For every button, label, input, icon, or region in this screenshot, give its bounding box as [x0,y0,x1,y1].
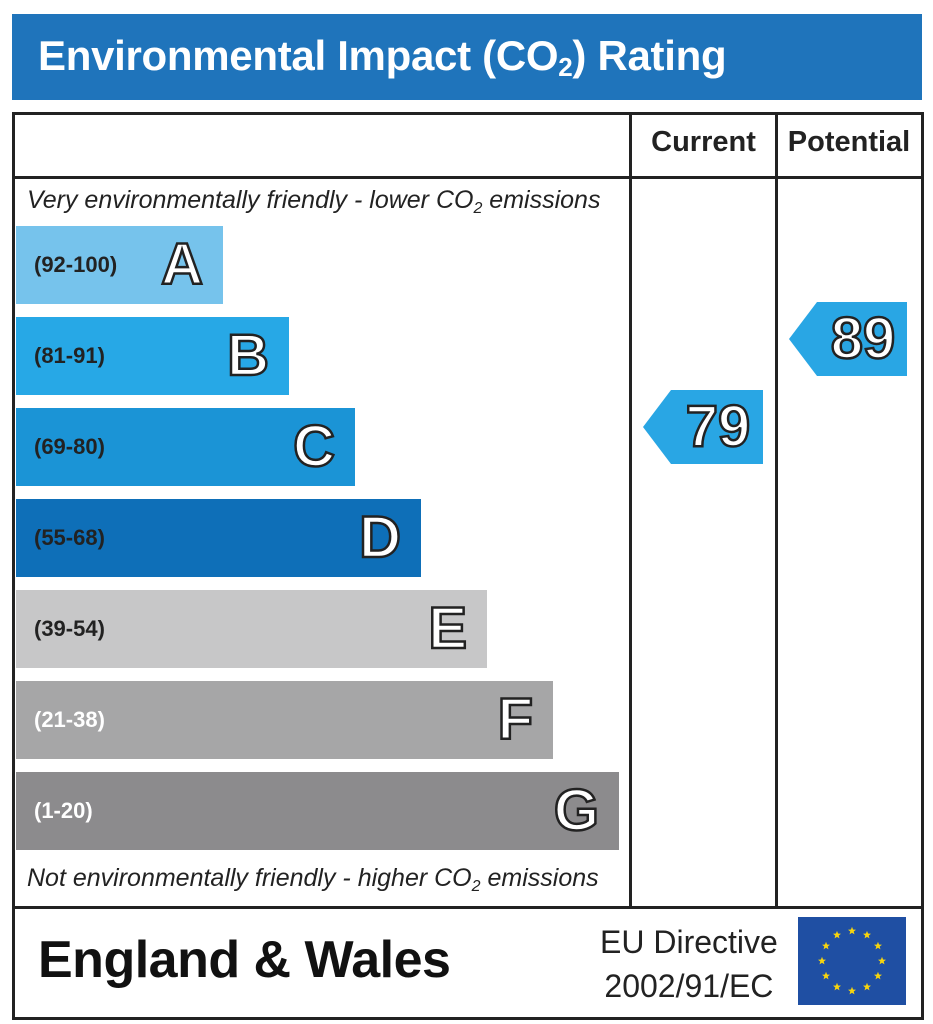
top-note: Very environmentally friendly - lower CO… [27,186,601,217]
band-letter: D [358,504,402,572]
current-arrow-shape [643,390,763,464]
eu-flag-icon [798,917,906,1005]
potential-rating-arrow: 89 [789,302,907,376]
band-letter: G [553,777,601,845]
eu-star [848,986,856,995]
eu-star [873,971,882,980]
band-letter: E [427,595,468,663]
current-rating-arrow: 79 [643,390,763,464]
band-b: (81-91) B [16,317,289,395]
band-range-label: (21-38) [34,707,105,732]
band-range-label: (92-100) [34,252,118,277]
divider-potential [775,112,778,908]
eu-star [833,982,841,991]
eu-star [878,956,886,965]
footer-divider [12,906,924,909]
column-header-potential: Potential [787,126,911,158]
eu-star [863,982,871,991]
directive-label: EU Directive 2002/91/EC [600,920,778,1008]
eu-star [873,941,882,950]
band-letter: A [160,231,204,299]
chart-title: Environmental Impact (CO2) Rating [38,32,727,82]
region-label: England & Wales [38,931,451,989]
rating-frame [12,112,924,1020]
eu-star [822,971,831,980]
eu-star [833,930,841,939]
potential-arrow-shape [789,302,907,376]
band-c: (69-80) C [16,408,355,486]
band-f: (21-38) F [16,681,553,759]
band-range-label: (1-20) [34,798,93,823]
eu-star [818,956,826,965]
eu-star [863,930,871,939]
directive-line-1: EU Directive [600,924,778,960]
band-d: (55-68) D [16,499,421,577]
divider-current [629,112,632,908]
band-letter: F [496,686,534,754]
band-e: (39-54) E [16,590,487,668]
band-a: (92-100) A [16,226,223,304]
band-g: (1-20) G [16,772,619,850]
directive-line-2: 2002/91/EC [604,968,774,1004]
bottom-note: Not environmentally friendly - higher CO… [27,864,599,895]
current-rating-value: 79 [684,393,751,461]
eu-star [848,926,856,935]
band-range-label: (69-80) [34,434,105,459]
band-range-label: (39-54) [34,616,105,641]
potential-rating-value: 89 [829,305,896,373]
header-banner: Environmental Impact (CO2) Rating [12,14,922,100]
band-range-label: (81-91) [34,343,105,368]
header-row-divider [12,176,924,179]
band-range-label: (55-68) [34,525,105,550]
column-header-current: Current [651,126,756,158]
eu-star [822,941,831,950]
band-letter: B [226,322,270,390]
band-letter: C [292,413,336,481]
